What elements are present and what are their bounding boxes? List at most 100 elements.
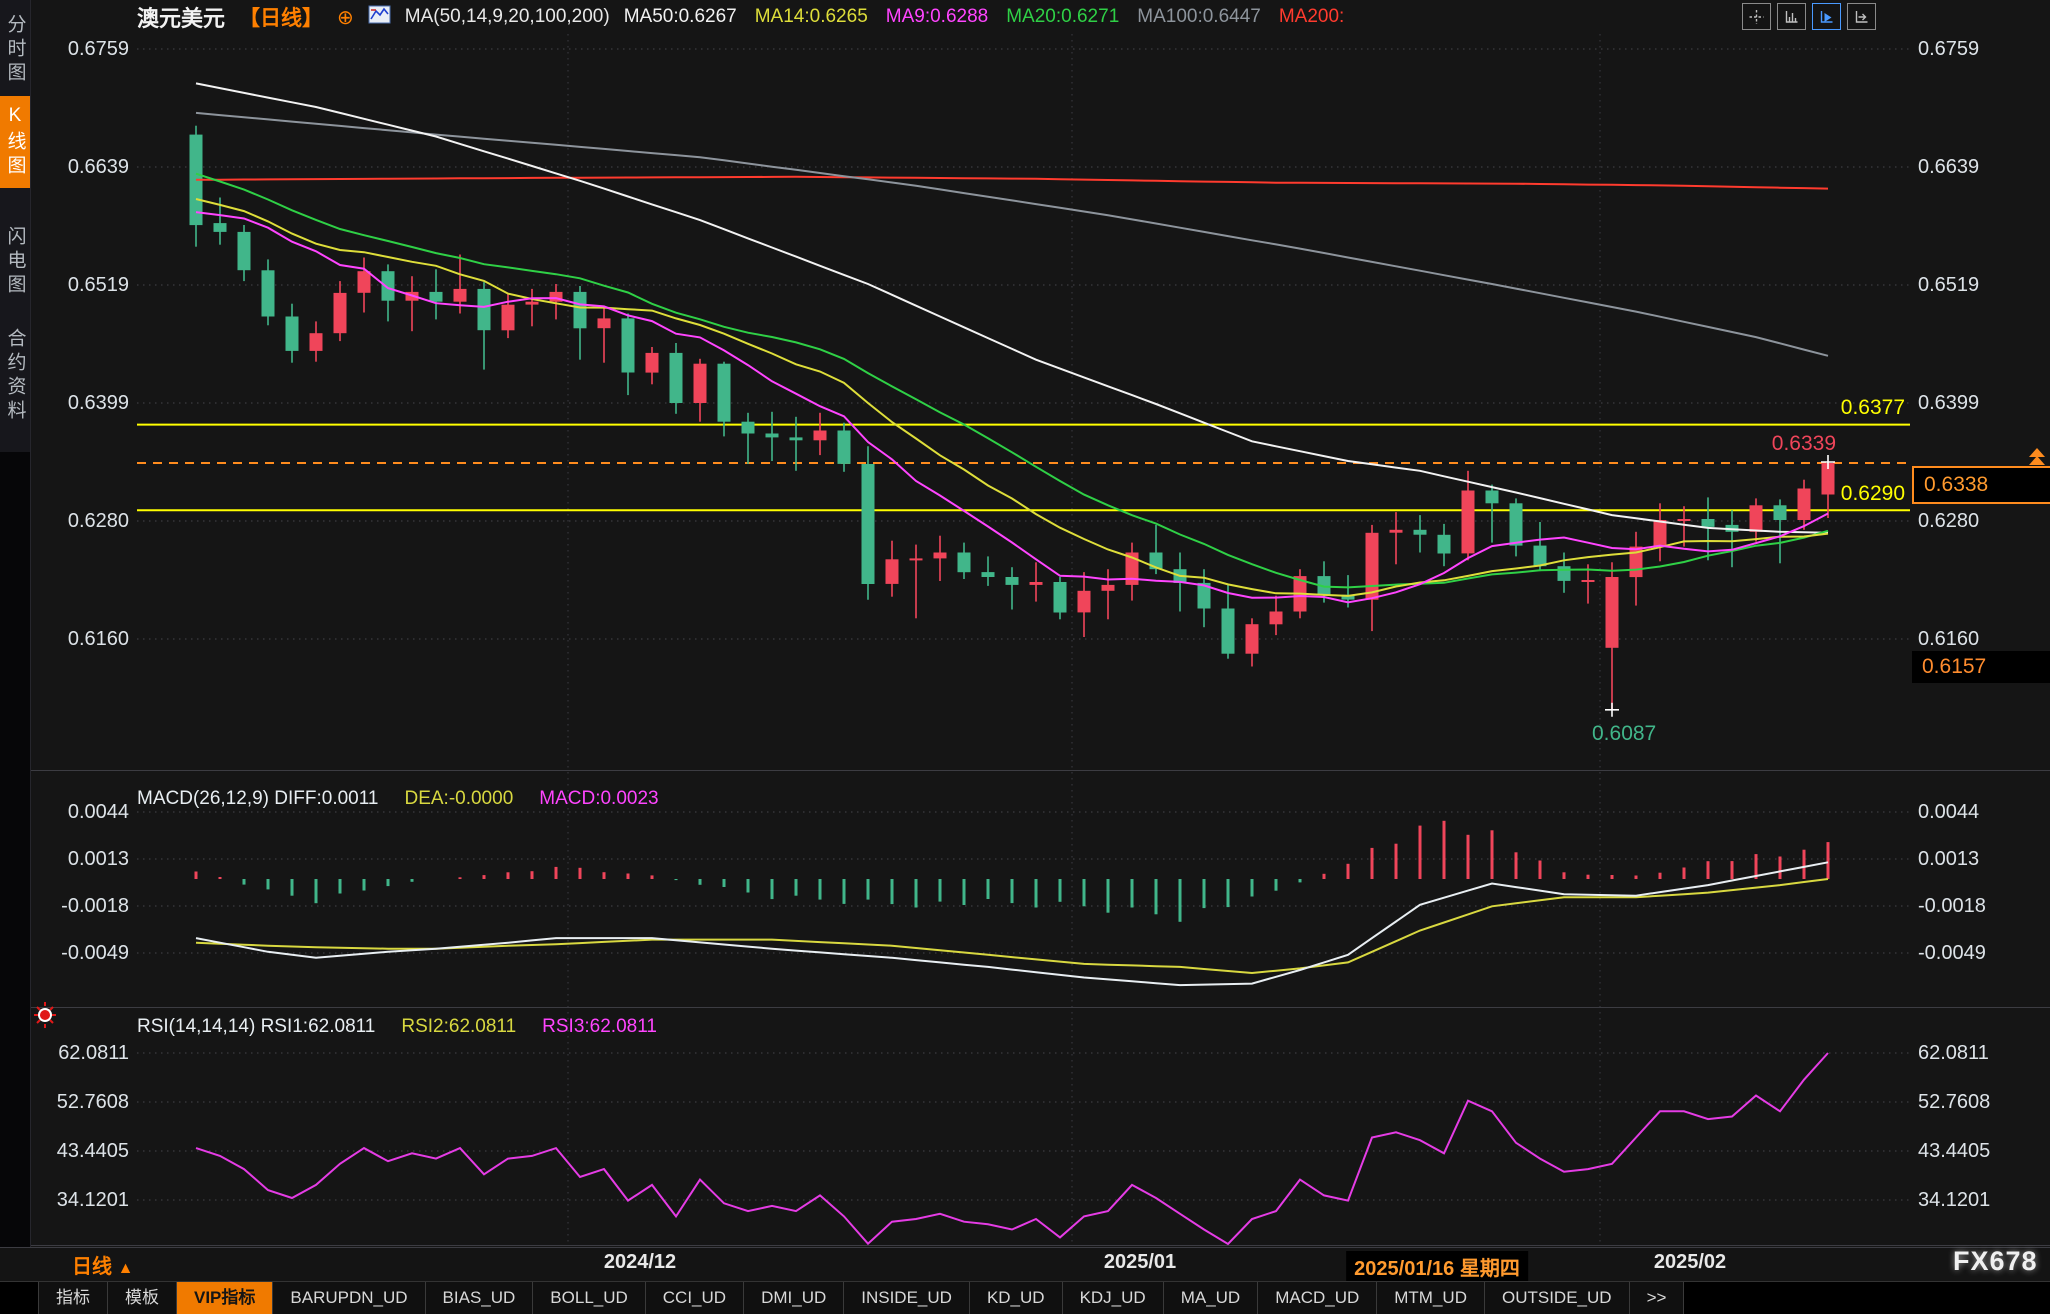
tab-OUTSIDE_UD[interactable]: OUTSIDE_UD	[1484, 1282, 1630, 1314]
axis-scale-icon[interactable]	[1777, 3, 1806, 30]
macd-axis-tick: 0.0044	[67, 801, 129, 823]
macd-header-segment-1: DEA:-0.0000	[404, 788, 514, 809]
indicator-tabbar: 指标 模板 VIP指标 BARUPDN_UD BIAS_UD BOLL_UD CCI_UD D…	[0, 1281, 2050, 1314]
chart-header: 澳元美元 【日线】 ⊕ MA(50,14,9,20,100,200) MA50:…	[137, 3, 1344, 31]
tab-MTM_UD[interactable]: MTM_UD	[1377, 1282, 1485, 1314]
price-axis-tick: 0.6399	[67, 392, 129, 414]
macd-header-segment-2: MACD:0.0023	[539, 788, 659, 809]
ma14-line	[195, 198, 1829, 597]
macd-axis-tick: -0.0018	[1918, 895, 1986, 917]
tab-KD_UD[interactable]: KD_UD	[969, 1282, 1063, 1314]
ma-value-label: MA50:0.6267	[623, 6, 737, 27]
price-axis-tick: 0.6639	[67, 156, 129, 178]
low-price-label: 0.6087	[1592, 722, 1657, 745]
shift-chart-icon[interactable]	[1847, 3, 1876, 30]
ma-values: MA50:0.6267 MA14:0.6265 MA9:0.6288 MA20:0.6…	[624, 6, 1345, 28]
rsi-axis-tick: 34.1201	[56, 1189, 129, 1211]
mini-chart-icon[interactable]	[368, 5, 391, 29]
date-axis-row	[0, 1247, 2050, 1281]
tab-BOLL_UD[interactable]: BOLL_UD	[533, 1282, 646, 1314]
tab-VIP指标[interactable]: VIP指标	[177, 1282, 274, 1314]
diff-line	[195, 861, 1829, 987]
high-price-label: 0.6339	[1771, 432, 1836, 455]
price-axis-tick: 0.6759	[67, 38, 129, 60]
tab-KDJ_UD[interactable]: KDJ_UD	[1062, 1282, 1164, 1314]
tab-模板[interactable]: 模板	[108, 1282, 177, 1314]
ma50-line	[195, 82, 1829, 534]
timeframe-arrow-icon: ▲	[117, 1260, 134, 1277]
price-axis-tick: 0.6160	[1918, 628, 1980, 650]
tab-BIAS_UD[interactable]: BIAS_UD	[425, 1282, 534, 1314]
tab->>[interactable]: >>	[1629, 1282, 1685, 1314]
price-arrow-icon	[2029, 448, 2045, 465]
date-axis-label: 2025/02	[1653, 1251, 1727, 1273]
tab-MACD_UD[interactable]: MACD_UD	[1258, 1282, 1378, 1314]
price-axis-tick: 0.6399	[1918, 392, 1980, 414]
dea-line	[195, 878, 1829, 975]
sidebar-item-合约资料[interactable]: 合约资料	[4, 328, 26, 424]
tab-BARUPDN_UD[interactable]: BARUPDN_UD	[273, 1282, 426, 1314]
autoplay-chart-icon[interactable]	[1812, 3, 1841, 30]
add-indicator-icon[interactable]: ⊕	[337, 6, 354, 29]
tab-INSIDE_UD[interactable]: INSIDE_UD	[844, 1282, 970, 1314]
sidebar-item-闪电图[interactable]: 闪电图	[4, 226, 26, 298]
brand-watermark: FX678	[1953, 1246, 2038, 1276]
sidebar-item-分时图[interactable]: 分时图	[4, 14, 26, 86]
chart-toolbar	[1742, 3, 1876, 30]
rsi-axis-tick: 52.7608	[1918, 1091, 1991, 1113]
ma-params-label: MA(50,14,9,20,100,200)	[404, 6, 610, 27]
symbol-title: 澳元美元	[137, 6, 226, 31]
rsi-header-segment-2: RSI3:62.0811	[542, 1016, 657, 1037]
rsi-axis-tick: 43.4405	[1918, 1140, 1991, 1162]
ma9-line	[195, 211, 1829, 604]
price-axis-tick: 0.6639	[1918, 156, 1980, 178]
selected-date-label: 2025/01/16 星期四	[1346, 1251, 1528, 1282]
ma-value-label: MA14:0.6265	[754, 6, 868, 27]
period-tag[interactable]: 【日线】	[239, 7, 324, 30]
ma-value-label: MA20:0.6271	[1006, 6, 1120, 27]
sidebar-item-active-K线图[interactable]: K线图	[0, 96, 30, 188]
timeframe-label: 日线	[72, 1256, 112, 1278]
macd-axis-tick: 0.0013	[67, 848, 129, 870]
ma-value-label: MA100:0.6447	[1137, 6, 1261, 27]
rsi-axis-tick: 52.7608	[56, 1091, 129, 1113]
alarm-indicator-icon[interactable]	[31, 1000, 59, 1035]
rsi-header-segment-1: RSI2:62.0811	[401, 1016, 517, 1037]
support-price-label: 0.6290	[1840, 482, 1905, 505]
ma200-line	[195, 175, 1829, 190]
rsi-header: RSI(14,14,14) RSI1:62.0811 RSI2:62.0811 RS…	[137, 1016, 657, 1038]
tab-CCI_UD[interactable]: CCI_UD	[645, 1282, 745, 1314]
rsi-axis-tick: 62.0811	[58, 1042, 129, 1064]
price-axis-tick: 0.6519	[67, 274, 129, 296]
price-axis-tick: 0.6519	[1918, 274, 1980, 296]
macd-header-segment-0: MACD(26,12,9) DIFF:0.0011	[137, 788, 379, 809]
price-axis-tick: 0.6280	[1918, 510, 1980, 532]
rsi-axis-tick: 43.4405	[56, 1140, 129, 1162]
resistance-price-label: 0.6377	[1840, 396, 1905, 419]
ma20-line	[195, 172, 1829, 589]
macd-axis-tick: 0.0013	[1918, 848, 1980, 870]
pan-icon[interactable]	[1742, 3, 1771, 30]
candlesticks	[189, 125, 1835, 710]
last-price-tag: 0.6338	[1912, 466, 2050, 504]
ma100-line	[195, 111, 1829, 357]
ma-value-label: MA200:	[1278, 6, 1345, 27]
price-axis-tick: 0.6160	[67, 628, 129, 650]
alert-price-tag: 0.6157	[1912, 651, 2050, 683]
macd-header: MACD(26,12,9) DIFF:0.0011 DEA:-0.0000 MACD…	[137, 788, 659, 810]
timeframe-selector[interactable]: 日线 ▲	[72, 1250, 133, 1279]
price-axis-tick: 0.6759	[1918, 38, 1980, 60]
tab-MA_UD[interactable]: MA_UD	[1163, 1282, 1259, 1314]
macd-axis-tick: 0.0044	[1918, 801, 1980, 823]
rsi-header-segment-0: RSI(14,14,14) RSI1:62.0811	[137, 1016, 376, 1037]
macd-histogram	[194, 820, 1830, 922]
macd-axis-tick: -0.0049	[61, 942, 129, 964]
date-axis-label: 2025/01	[1103, 1251, 1177, 1273]
rsi-axis-tick: 62.0811	[1918, 1042, 1989, 1064]
macd-axis-tick: -0.0018	[61, 895, 129, 917]
tab-指标[interactable]: 指标	[38, 1282, 108, 1314]
rsi-axis-tick: 34.1201	[1918, 1189, 1991, 1211]
tab-DMI_UD[interactable]: DMI_UD	[744, 1282, 845, 1314]
